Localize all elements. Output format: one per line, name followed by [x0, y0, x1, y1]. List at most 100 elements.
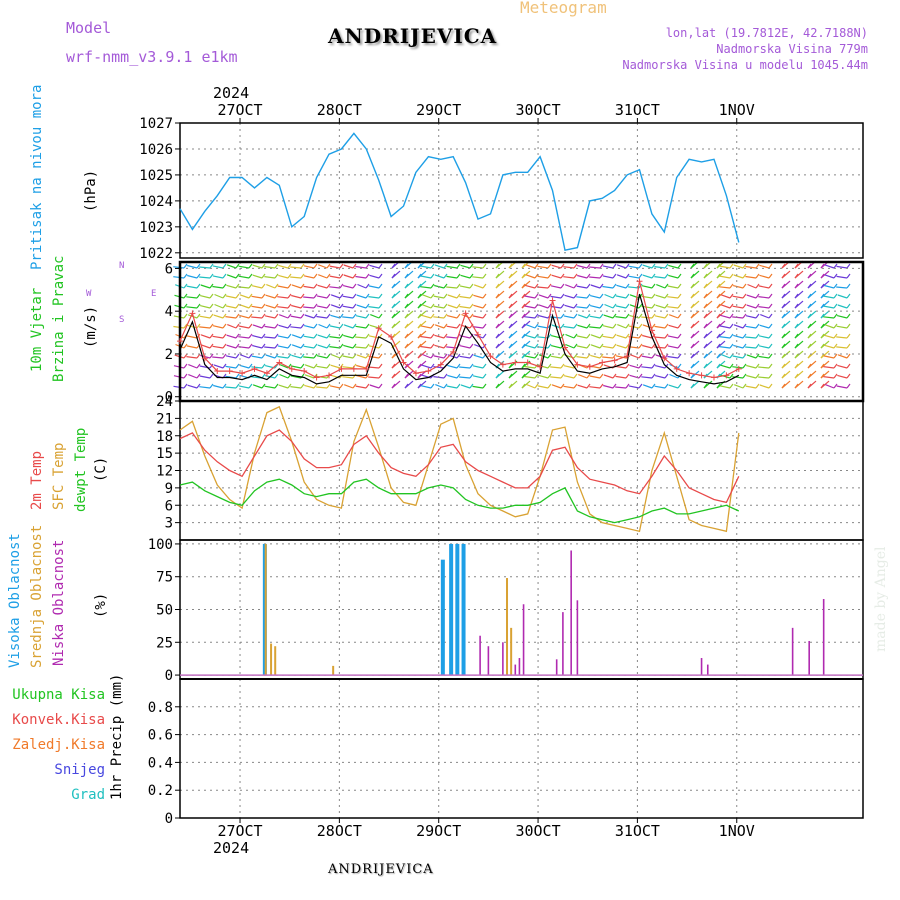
wind-barb — [526, 383, 536, 389]
wind-barb-tick — [261, 273, 266, 279]
wind-barb — [459, 366, 471, 369]
wind-barb-tick — [781, 333, 786, 339]
wind-barb-tick — [599, 373, 604, 379]
cloud-bar — [332, 665, 335, 676]
legend-grad: Grad — [71, 787, 105, 803]
lonlat-label: lon,lat (19.7812E, 42.7188N) — [665, 26, 868, 40]
wind-barb — [563, 266, 575, 269]
wind-gust-marker — [450, 348, 457, 355]
wind-gust-marker — [673, 365, 680, 372]
wind-barb — [252, 334, 263, 339]
wind-barb — [342, 366, 354, 369]
wind-barb-tick — [274, 333, 279, 339]
wind-barb-tick — [287, 323, 292, 329]
wind-barb-tick — [677, 273, 682, 279]
wind-barb — [238, 336, 250, 339]
wind-barb — [824, 264, 835, 269]
cloud-bar — [506, 578, 509, 676]
wind-barb-tick — [573, 303, 578, 309]
wind-barb — [225, 305, 237, 309]
wind-barb-tick — [326, 293, 331, 299]
wind-barb-tick — [560, 353, 565, 359]
wind-barb — [355, 385, 367, 389]
wind-barb — [277, 355, 289, 359]
cloud-bar — [576, 600, 579, 676]
wind-barb — [629, 354, 640, 359]
wind-barb — [745, 315, 757, 319]
wind-barb — [225, 365, 237, 369]
wind-barb-tick — [716, 273, 721, 279]
wind-gust-marker — [363, 365, 370, 372]
wind-barb-tick — [599, 273, 604, 279]
wind-barb-tick — [846, 303, 851, 309]
wind-barb-tick — [287, 273, 292, 279]
wind-barb-tick — [755, 353, 760, 359]
wind-barb-tick — [209, 333, 214, 339]
wind-barb — [524, 295, 536, 299]
wind-barb — [603, 374, 614, 379]
wind-barb — [368, 306, 380, 309]
wind-barb-tick — [404, 283, 409, 289]
wind-barb-tick — [222, 283, 227, 289]
wind-barb — [277, 296, 289, 299]
date-label-bottom: 28OCT — [317, 822, 362, 840]
wind-barb-tick — [300, 363, 305, 369]
cloud-bar — [808, 640, 810, 676]
wind-barb-tick — [534, 283, 539, 289]
wind-barb-tick — [391, 313, 396, 319]
wind-gust-line — [179, 281, 740, 379]
wind-barb — [551, 384, 562, 389]
wind-barb — [836, 315, 848, 319]
wind-barb-tick — [430, 303, 435, 309]
wind-barb — [823, 316, 835, 319]
wind-barb — [225, 386, 237, 389]
wind-barb — [563, 276, 575, 279]
wind-barb — [473, 284, 484, 289]
wind-barb-tick — [443, 273, 448, 279]
wind-barb-tick — [222, 353, 227, 359]
wind-barb — [642, 334, 653, 339]
wind-ytick-label: 4 — [165, 304, 173, 320]
wind-barb-tick — [625, 273, 630, 279]
wind-gust-marker — [437, 361, 444, 368]
wind-barb-tick — [339, 373, 344, 379]
wind-barb-tick — [742, 283, 747, 289]
wind-barb-tick — [716, 323, 721, 329]
wind-barb-tick — [456, 383, 461, 389]
wind-barb-tick — [534, 383, 539, 389]
wind-barb-tick — [534, 353, 539, 359]
wind-barb-tick — [586, 343, 591, 349]
wind-barb-tick — [274, 313, 279, 319]
wind-barb-tick — [209, 263, 214, 269]
cloud-bar — [264, 543, 267, 676]
wind-barb — [226, 334, 237, 339]
wind-barb — [616, 274, 627, 279]
wind-barb-tick — [417, 343, 422, 349]
wind-barb-tick — [248, 293, 253, 299]
wind-barb-tick — [261, 333, 266, 339]
wind-barb — [733, 274, 744, 279]
wind-barb-tick — [456, 273, 461, 279]
wind-barb-tick — [456, 303, 461, 309]
wind-barb-tick — [274, 343, 279, 349]
wind-barb-tick — [638, 333, 643, 339]
cloud-bar — [455, 543, 460, 676]
wind-barb-tick — [755, 273, 760, 279]
wind-gust-marker — [388, 333, 395, 340]
wind-barb — [629, 294, 640, 299]
wind-barb-tick — [339, 283, 344, 289]
wind-barb-tick — [482, 273, 487, 279]
year-bottom: 2024 — [213, 839, 250, 857]
wind-barb-tick — [365, 383, 370, 389]
wind-barb — [186, 285, 198, 289]
wind-barb — [421, 294, 432, 299]
sfc-temp-line — [179, 405, 740, 533]
wind-barb-tick — [274, 323, 279, 329]
wind-gust-marker — [326, 372, 333, 379]
wind-barb-tick — [300, 333, 305, 339]
wind-barb-tick — [326, 313, 331, 319]
wind-barb — [563, 325, 575, 329]
wind-barb — [279, 363, 289, 369]
wind-gust-marker — [400, 359, 407, 366]
wind-barb — [563, 385, 575, 389]
